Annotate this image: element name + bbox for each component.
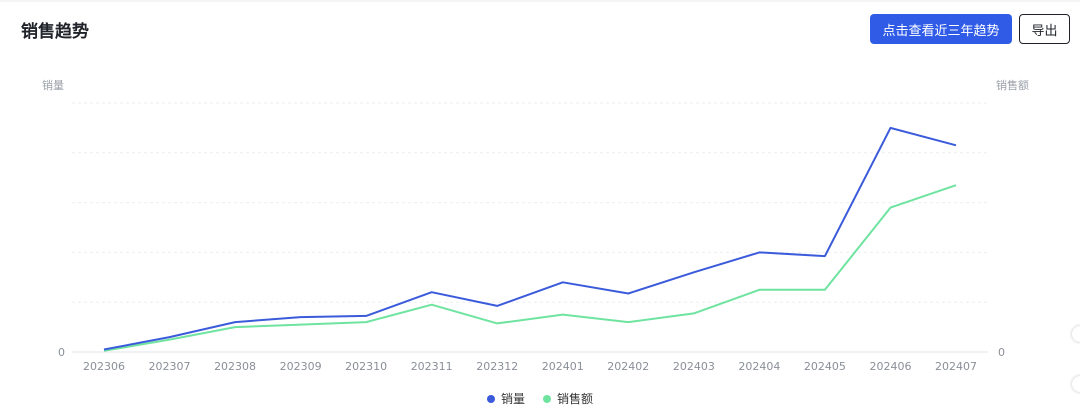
legend-dot-volume (486, 394, 495, 403)
x-tick-label: 202312 (476, 360, 518, 373)
x-tick-label: 202309 (280, 360, 322, 373)
series-lines (103, 126, 957, 352)
x-tick-label: 202307 (149, 360, 191, 373)
grid-lines (72, 102, 988, 353)
y-tick-right-zero: 0 (998, 346, 1005, 359)
x-tick-label: 202310 (345, 360, 387, 373)
series-line-amount (103, 184, 957, 352)
x-tick-label: 202404 (738, 360, 780, 373)
legend-label-amount: 销售额 (557, 392, 594, 406)
y-tick-left-zero: 0 (58, 346, 65, 359)
export-button[interactable]: 导出 (1019, 14, 1070, 44)
legend-dot-amount (543, 394, 551, 403)
y-axis-right-label: 销售额 (996, 78, 1029, 92)
view-three-year-trend-button[interactable]: 点击查看近三年趋势 (870, 14, 1012, 44)
floating-tool-dot[interactable] (1072, 326, 1080, 342)
top-divider (0, 0, 1080, 2)
x-tick-label: 202402 (607, 360, 649, 373)
y-axis-left-label: 销量 (42, 78, 64, 92)
legend-item-amount[interactable]: 销售额 (543, 390, 593, 407)
x-tick-label: 202308 (214, 360, 256, 373)
x-tick-label: 202405 (804, 360, 846, 373)
x-axis-ticks: 202306 202307 202308 202309 202310 202311 2023… (83, 360, 977, 373)
legend: 销量 销售额 (0, 390, 1080, 407)
floating-tool-dot[interactable] (1072, 376, 1080, 392)
legend-label-volume: 销量 (500, 392, 525, 406)
legend-item-volume[interactable]: 销量 (486, 390, 525, 407)
x-tick-label: 202306 (83, 360, 125, 373)
x-tick-label: 202407 (935, 360, 977, 373)
page-title: 销售趋势 (21, 22, 89, 42)
series-line-volume (103, 126, 957, 351)
x-tick-label: 202311 (411, 360, 453, 373)
x-tick-label: 202406 (869, 360, 911, 373)
x-tick-label: 202401 (542, 360, 584, 373)
x-tick-label: 202403 (673, 360, 715, 373)
